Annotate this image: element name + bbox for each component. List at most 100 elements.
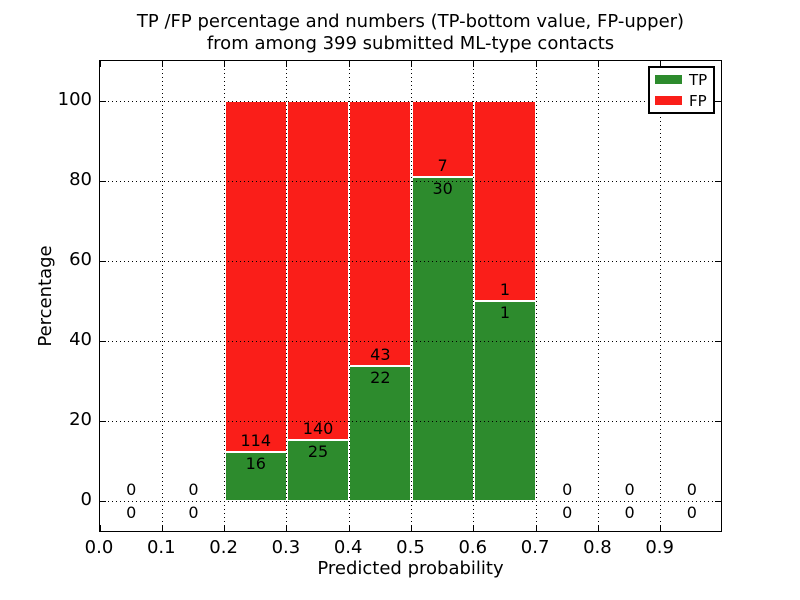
tp-count-label: 0 — [624, 503, 635, 522]
fp-count-label: 140 — [302, 419, 334, 439]
x-tick-label: 0.6 — [458, 537, 488, 558]
bar-fp-segment — [286, 101, 350, 441]
y-tick-label: 0 — [80, 489, 92, 510]
tick-mark — [100, 420, 106, 422]
tp-count-label: 25 — [307, 442, 329, 462]
gridline-v — [411, 61, 412, 531]
y-axis-label: Percentage — [35, 245, 56, 347]
tp-count-label: 1 — [499, 303, 511, 322]
legend-item: FP — [655, 93, 708, 109]
tick-mark — [224, 61, 226, 67]
tp-count-label: 30 — [432, 178, 453, 198]
tp-count-label: 16 — [245, 453, 266, 473]
bar-tp-segment — [411, 176, 474, 501]
x-tick-label: 0.1 — [146, 537, 176, 558]
tick-mark — [286, 61, 288, 67]
tick-mark — [660, 61, 662, 67]
legend-swatch-tp-icon — [655, 75, 682, 84]
tick-mark — [99, 61, 101, 67]
tick-mark — [348, 61, 350, 67]
tick-mark — [100, 180, 106, 182]
tick-mark — [99, 525, 101, 531]
tick-mark — [535, 525, 537, 531]
tick-mark — [597, 525, 599, 531]
y-tick-label: 100 — [57, 89, 92, 110]
x-tick-label: 0.0 — [84, 537, 114, 558]
bar-tp-segment — [473, 301, 537, 501]
gridline-h — [100, 180, 721, 182]
x-tick-label: 0.2 — [209, 537, 238, 558]
tick-mark — [161, 525, 163, 531]
tick-mark — [100, 100, 106, 102]
tick-mark — [715, 100, 721, 102]
fp-count-label: 0 — [686, 480, 697, 499]
y-tick-label: 80 — [69, 169, 92, 190]
chart-title-line-2: from among 399 submitted ML-type contact… — [206, 33, 615, 54]
fp-count-label: 0 — [562, 480, 573, 499]
fp-count-label: 0 — [126, 480, 137, 499]
bar-tp-segment — [286, 440, 350, 501]
bar-fp-segment — [473, 101, 537, 301]
gridline-h — [100, 500, 721, 502]
x-tick-label: 0.9 — [645, 537, 674, 558]
tick-mark — [411, 525, 412, 531]
legend-label: FP — [689, 91, 707, 110]
tick-mark — [715, 500, 721, 502]
chart-title-line-1: TP /FP percentage and numbers (TP-bottom… — [136, 11, 685, 32]
tick-mark — [100, 500, 106, 502]
gridline-v — [597, 61, 599, 531]
tick-mark — [224, 525, 226, 531]
fp-count-label: 43 — [370, 344, 391, 364]
gridline-v — [348, 61, 350, 531]
legend-label: TP — [689, 70, 708, 89]
x-tick-label: 0.5 — [396, 537, 425, 558]
tp-count-label: 0 — [686, 503, 697, 522]
legend-swatch-fp-icon — [655, 96, 682, 105]
y-tick-label: 40 — [69, 329, 92, 350]
x-tick-label: 0.4 — [333, 537, 363, 558]
tick-mark — [597, 61, 599, 67]
gridline-v — [224, 61, 226, 531]
chart-title: TP /FP percentage and numbers (TP-bottom… — [99, 11, 722, 55]
bar-fp-segment — [224, 101, 287, 452]
x-tick-label: 0.3 — [271, 537, 301, 558]
tick-mark — [660, 525, 662, 531]
tick-mark — [715, 420, 721, 422]
x-axis-label: Predicted probability — [317, 558, 504, 579]
tick-mark — [161, 61, 163, 67]
gridline-h — [100, 100, 721, 102]
tp-count-label: 0 — [126, 503, 137, 522]
tp-count-label: 0 — [562, 503, 573, 522]
tick-mark — [715, 180, 721, 182]
gridline-v — [660, 61, 662, 531]
fp-count-label: 114 — [240, 430, 272, 450]
fp-count-label: 1 — [499, 280, 511, 299]
tick-mark — [286, 525, 288, 531]
tick-mark — [100, 260, 106, 262]
y-tick-label: 60 — [69, 249, 92, 270]
tick-mark — [473, 61, 475, 67]
bar-tp-segment — [349, 365, 412, 501]
gridline-v — [473, 61, 475, 531]
tick-mark — [411, 61, 412, 67]
gridline-h — [100, 340, 721, 342]
plot-area: TP FP 0 0 0 0 114 16 140 25 43 22 7 30 1 1 0 0 0 0 0 0 — [99, 60, 722, 532]
gridline-v — [161, 61, 163, 531]
gridline-h — [100, 420, 721, 422]
legend-item: TP — [655, 72, 708, 88]
fp-count-label: 0 — [624, 480, 635, 499]
gridline-v — [535, 61, 537, 531]
tick-mark — [535, 61, 537, 67]
gridline-h — [100, 260, 721, 262]
gridline-v — [286, 61, 288, 531]
bar-fp-segment — [349, 101, 412, 366]
tp-count-label: 22 — [370, 367, 391, 387]
tick-mark — [473, 525, 475, 531]
tick-mark — [348, 525, 350, 531]
y-tick-label: 20 — [69, 409, 92, 430]
fp-count-label: 7 — [437, 155, 448, 175]
bar-tp-segment — [224, 451, 287, 501]
x-tick-label: 0.7 — [520, 537, 550, 558]
tick-mark — [100, 340, 106, 342]
